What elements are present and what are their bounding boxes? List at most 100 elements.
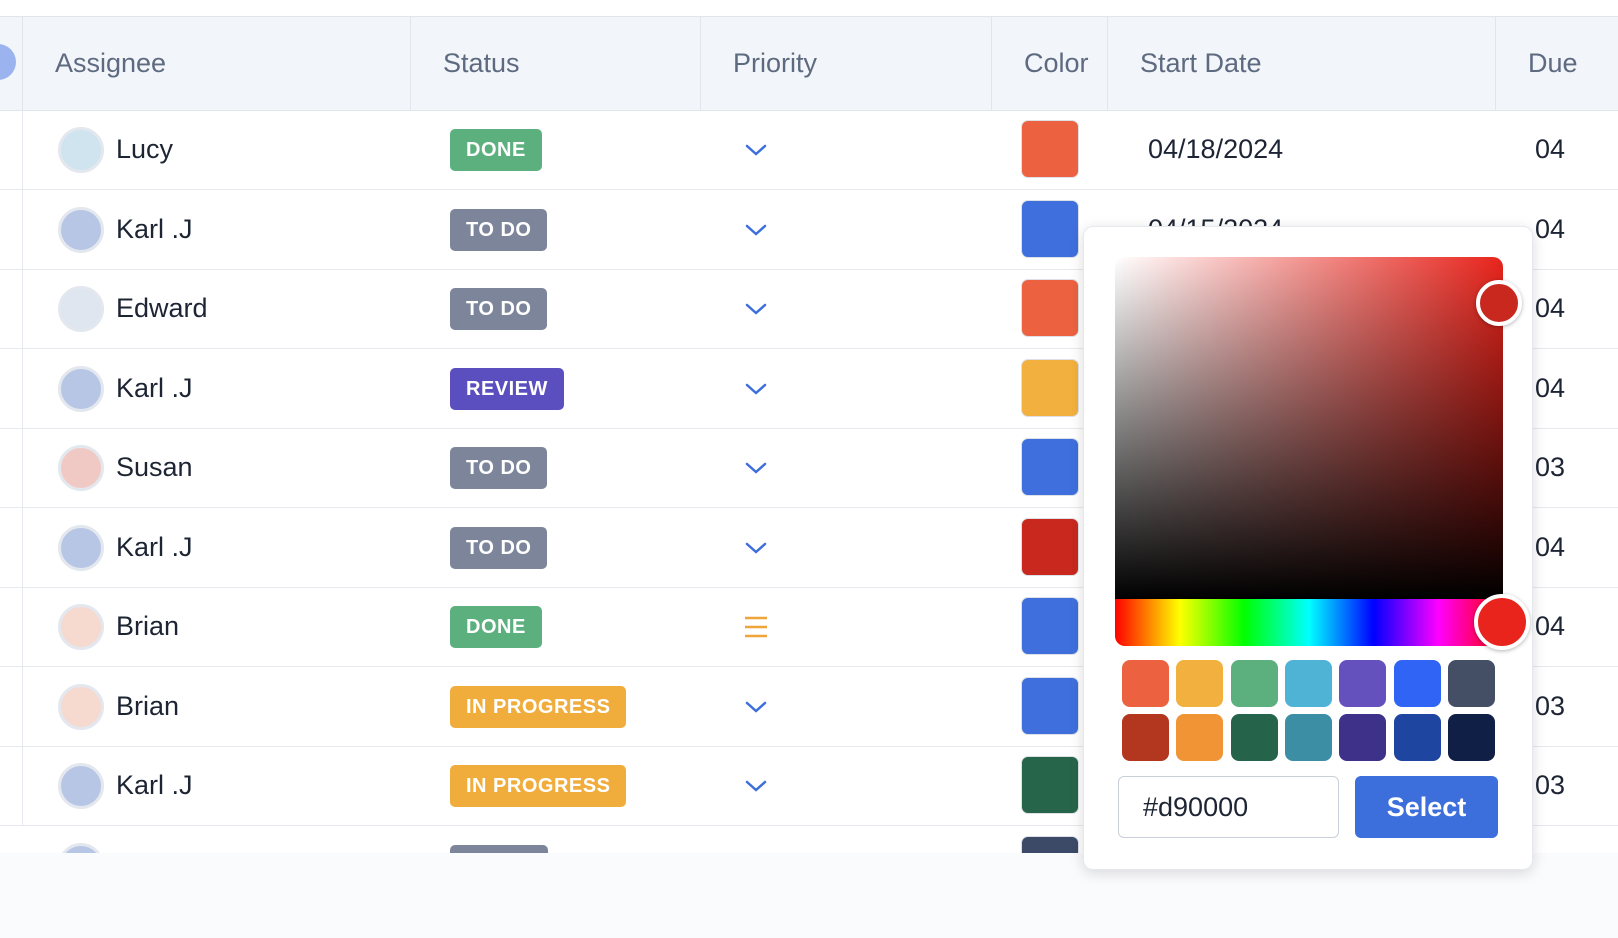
color-swatch[interactable] bbox=[1021, 199, 1079, 258]
row-divider bbox=[22, 587, 23, 667]
column-header[interactable]: Start Date bbox=[1107, 16, 1495, 110]
column-header[interactable]: Status bbox=[410, 16, 700, 110]
status-badge[interactable]: TO DO bbox=[450, 447, 548, 489]
color-swatch[interactable] bbox=[1021, 676, 1079, 735]
color-swatch[interactable] bbox=[1021, 756, 1079, 814]
status-badge[interactable]: IN PROGRESS bbox=[450, 765, 627, 807]
assignee: Karl .J bbox=[116, 372, 193, 403]
avatar bbox=[58, 365, 104, 412]
priority-icon[interactable] bbox=[742, 136, 770, 164]
row-divider bbox=[22, 269, 23, 349]
assignee: Brian bbox=[116, 611, 180, 641]
avatar bbox=[58, 683, 104, 730]
hue-slider[interactable] bbox=[1115, 599, 1503, 646]
priority-icon[interactable] bbox=[742, 693, 770, 721]
start-date: 04/18/2024 bbox=[1148, 134, 1284, 164]
assignee: Edward bbox=[116, 293, 208, 323]
due-date: 04 bbox=[1535, 531, 1566, 562]
column-header[interactable]: Assignee bbox=[22, 16, 410, 110]
assignee: Karl .J bbox=[116, 213, 193, 244]
table-row: Karl .J IN PROGRESS 03 bbox=[0, 746, 1618, 826]
color-swatch[interactable] bbox=[1021, 438, 1079, 496]
priority-icon[interactable] bbox=[742, 772, 770, 800]
row-divider bbox=[22, 507, 23, 588]
hex-input[interactable]: #d90000 bbox=[1118, 776, 1339, 838]
saturation-area[interactable] bbox=[1115, 257, 1503, 599]
palette-swatch[interactable] bbox=[1284, 714, 1332, 761]
avatar bbox=[58, 286, 104, 332]
palette-swatch[interactable] bbox=[1393, 660, 1441, 707]
table-row: Susan TO DO 03 bbox=[0, 428, 1618, 508]
priority-icon[interactable] bbox=[742, 295, 770, 323]
hue-handle[interactable] bbox=[1474, 594, 1530, 650]
color-swatch[interactable] bbox=[1021, 120, 1079, 178]
priority-icon[interactable] bbox=[742, 375, 770, 403]
palette-swatch[interactable] bbox=[1339, 660, 1387, 707]
row-divider bbox=[22, 666, 23, 747]
palette-swatch[interactable] bbox=[1122, 660, 1169, 707]
select-all[interactable] bbox=[0, 44, 16, 80]
due-date: 03 bbox=[1535, 452, 1566, 482]
priority-icon[interactable] bbox=[742, 613, 770, 641]
avatar bbox=[58, 842, 104, 853]
due-date: 03 bbox=[1535, 690, 1566, 721]
color-swatch[interactable] bbox=[1021, 597, 1079, 655]
priority-icon[interactable] bbox=[742, 216, 770, 244]
row-divider bbox=[22, 348, 23, 429]
palette-swatch[interactable] bbox=[1447, 660, 1495, 707]
due-date: 04 bbox=[1535, 293, 1566, 323]
status-badge[interactable]: IN PROGRESS bbox=[450, 685, 627, 728]
avatar bbox=[58, 604, 104, 650]
table-row-partial bbox=[0, 826, 1618, 853]
column-header[interactable]: Priority bbox=[700, 16, 991, 110]
row-divider bbox=[22, 189, 23, 270]
palette-swatch[interactable] bbox=[1176, 714, 1224, 761]
table-row: Edward TO DO 04 bbox=[0, 269, 1618, 349]
palette-swatch[interactable] bbox=[1393, 714, 1441, 761]
color-swatch[interactable] bbox=[1021, 517, 1079, 576]
color-swatch[interactable] bbox=[1021, 279, 1079, 337]
row-divider bbox=[22, 110, 23, 190]
palette-swatch[interactable] bbox=[1339, 714, 1387, 761]
table-row: Karl .J TO DO 04 bbox=[0, 507, 1618, 588]
palette-swatch[interactable] bbox=[1230, 660, 1278, 707]
avatar bbox=[58, 763, 104, 809]
table-row: Karl .J REVIEW 04 bbox=[0, 348, 1618, 429]
table-row: Brian IN PROGRESS 03 bbox=[0, 666, 1618, 747]
column-header[interactable]: Due bbox=[1495, 16, 1618, 110]
palette-swatch[interactable] bbox=[1447, 714, 1495, 761]
assignee: Karl .J bbox=[116, 770, 193, 800]
status-badge[interactable]: TO DO bbox=[450, 526, 548, 569]
avatar bbox=[58, 445, 104, 491]
assignee: Lucy bbox=[116, 134, 174, 164]
status-badge[interactable]: DONE bbox=[450, 606, 542, 648]
status-badge[interactable]: TO DO bbox=[450, 208, 548, 251]
select-button[interactable]: Select bbox=[1355, 776, 1498, 838]
priority-icon[interactable] bbox=[742, 534, 770, 562]
column-header[interactable]: Color bbox=[991, 16, 1107, 110]
priority-icon[interactable] bbox=[742, 454, 770, 482]
palette-swatch[interactable] bbox=[1284, 660, 1332, 707]
assignee: Susan bbox=[116, 452, 193, 482]
palette-swatch[interactable] bbox=[1230, 714, 1278, 761]
avatar bbox=[58, 524, 104, 571]
table-header bbox=[0, 16, 1618, 111]
due-date: 04 bbox=[1535, 134, 1566, 164]
avatar bbox=[58, 127, 104, 173]
row-divider bbox=[22, 428, 23, 508]
table-row: Lucy DONE 04/18/2024 04 bbox=[0, 110, 1618, 190]
color-swatch bbox=[1021, 835, 1079, 853]
palette-swatch[interactable] bbox=[1176, 660, 1224, 707]
due-date: 04 bbox=[1535, 611, 1566, 641]
due-date: 03 bbox=[1535, 770, 1566, 800]
status-badge[interactable]: TO DO bbox=[450, 288, 548, 330]
avatar bbox=[58, 206, 104, 253]
status-badge[interactable]: REVIEW bbox=[450, 367, 564, 410]
assignee: Brian bbox=[116, 690, 180, 721]
palette-swatch[interactable] bbox=[1122, 714, 1169, 761]
color-swatch[interactable] bbox=[1021, 358, 1079, 417]
assignee: Karl .J bbox=[116, 531, 193, 562]
status-badge[interactable]: DONE bbox=[450, 129, 542, 171]
saturation-handle[interactable] bbox=[1476, 280, 1522, 326]
